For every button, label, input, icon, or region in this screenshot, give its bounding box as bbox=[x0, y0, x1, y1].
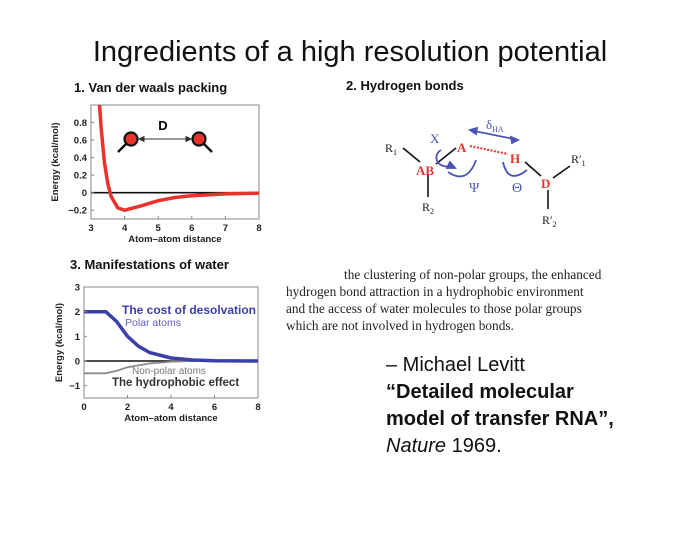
plot-area bbox=[90, 104, 260, 220]
y-tick-label: 0.8 bbox=[74, 118, 87, 129]
atom-a-label: A bbox=[457, 140, 467, 155]
atom-h-label: H bbox=[510, 151, 520, 166]
r1-label: R1 bbox=[385, 141, 397, 157]
y-tick-label: 0 bbox=[75, 357, 80, 368]
quote-line: hydrogen bond attraction in a hydrophobi… bbox=[286, 284, 584, 299]
chi-angle-label: X bbox=[430, 131, 440, 146]
r-prime1-label: R′1 bbox=[571, 152, 586, 168]
delta-ha-label: δHA bbox=[486, 117, 504, 134]
psi-angle-label: Ψ bbox=[469, 181, 480, 196]
x-tick-label: 6 bbox=[212, 402, 217, 413]
atom-icon bbox=[117, 131, 139, 153]
slide-title: Ingredients of a high resolution potenti… bbox=[92, 36, 608, 68]
distance-label: D bbox=[158, 118, 167, 133]
annotation-polar-atoms: Polar atoms bbox=[125, 317, 181, 329]
x-tick-label: 4 bbox=[168, 402, 174, 413]
y-tick-label: −0.2 bbox=[68, 206, 87, 217]
y-tick-label: 3 bbox=[75, 283, 80, 294]
bond-lines bbox=[402, 147, 571, 209]
x-axis-label: Atom–atom distance bbox=[128, 234, 221, 245]
citation-year: 1969. bbox=[446, 435, 502, 457]
annotation-desolvation: The cost of desolvation bbox=[122, 303, 256, 317]
citation: – Michael Levitt “Detailed molecular mod… bbox=[386, 352, 616, 460]
theta-angle-label: Θ bbox=[512, 181, 522, 196]
y-axis-label: Energy (kcal/mol) bbox=[50, 122, 61, 201]
x-tick-label: 8 bbox=[255, 402, 260, 413]
citation-journal: Nature bbox=[386, 435, 447, 457]
atom-ab-label: AB bbox=[416, 163, 434, 178]
y-tick-label: 0 bbox=[82, 188, 87, 199]
y-tick-label: 2 bbox=[75, 307, 80, 318]
double-arrow-icon bbox=[137, 135, 193, 143]
quote-excerpt: the clustering of non-polar groups, the … bbox=[286, 266, 660, 334]
series-line bbox=[97, 105, 259, 212]
x-tick-label: 8 bbox=[256, 223, 261, 234]
angle-arcs bbox=[435, 126, 528, 178]
r-prime2-label: R′2 bbox=[542, 213, 557, 229]
y-tick-label: 1 bbox=[75, 332, 81, 343]
quote-line: and the access of water molecules to tho… bbox=[286, 301, 582, 316]
y-axis-label: Energy (kcal/mol) bbox=[54, 303, 65, 382]
water-panel-title: 3. Manifestations of water bbox=[70, 257, 229, 272]
y-tick-label: −1 bbox=[69, 381, 81, 392]
y-tick-label: 0.2 bbox=[74, 171, 87, 182]
annotation-nonpolar-atoms: Non-polar atoms bbox=[132, 366, 206, 377]
r2-label: R2 bbox=[422, 200, 434, 216]
hydrogen-bond-dashed bbox=[469, 145, 509, 155]
citation-title: “Detailed molecular model of transfer RN… bbox=[386, 381, 614, 430]
x-tick-label: 0 bbox=[81, 402, 86, 413]
atom-icon bbox=[191, 131, 213, 153]
citation-author: – Michael Levitt bbox=[386, 354, 525, 376]
x-tick-label: 6 bbox=[189, 223, 194, 234]
x-tick-label: 4 bbox=[122, 223, 128, 234]
y-tick-label: 0.4 bbox=[74, 153, 88, 164]
quote-line: the clustering of non-polar groups, the … bbox=[344, 267, 602, 282]
series-line bbox=[84, 309, 258, 363]
y-tick-label: 0.6 bbox=[74, 136, 87, 147]
annotation-hydrophobic-effect: The hydrophobic effect bbox=[112, 377, 239, 389]
quote-line: which are not involved in hydrogen bonds… bbox=[286, 318, 514, 333]
x-axis-label: Atom–atom distance bbox=[124, 413, 217, 424]
vdw-panel-title: 1. Van der waals packing bbox=[74, 80, 228, 95]
plot-area bbox=[83, 286, 259, 399]
x-tick-label: 2 bbox=[125, 402, 130, 413]
hbond-panel-title: 2. Hydrogen bonds bbox=[346, 78, 464, 93]
atom-d-label: D bbox=[541, 176, 550, 191]
x-tick-label: 5 bbox=[156, 223, 162, 234]
x-tick-label: 3 bbox=[88, 223, 93, 234]
x-tick-label: 7 bbox=[223, 223, 228, 234]
